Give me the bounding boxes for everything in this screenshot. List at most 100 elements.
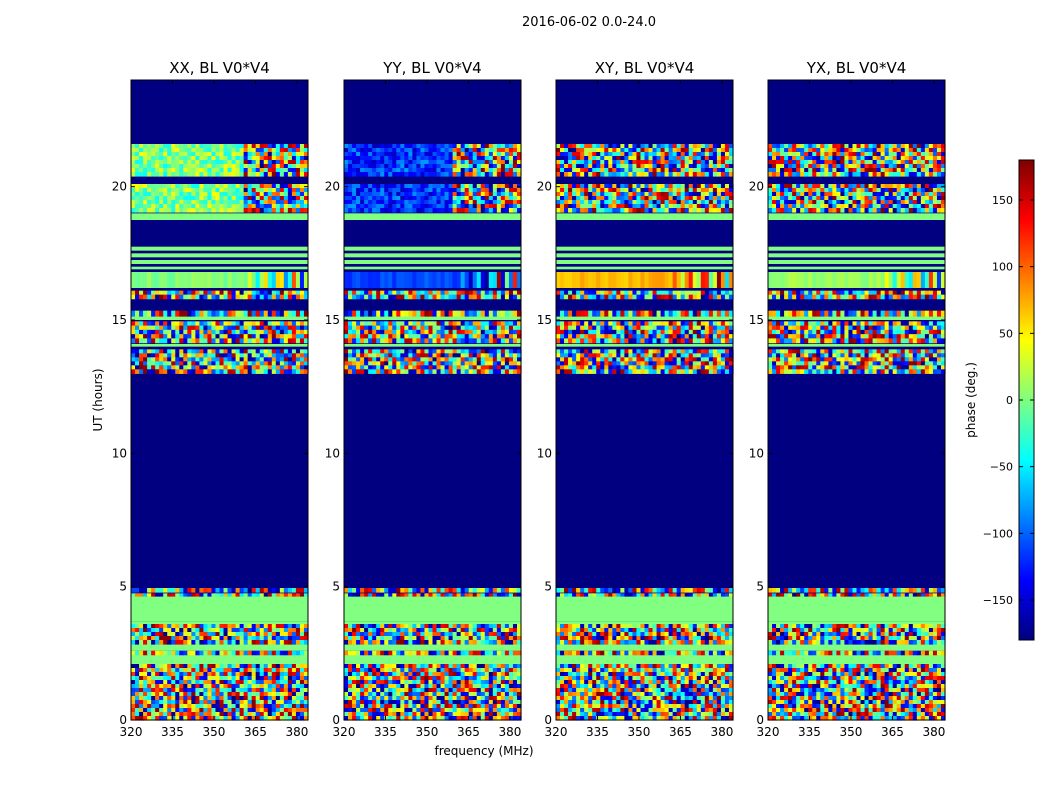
phase-cell [428, 196, 434, 201]
phase-cell [344, 196, 349, 201]
phase-cell [436, 361, 442, 366]
phase-cell [219, 334, 225, 339]
phase-band [131, 290, 309, 300]
phase-cell [155, 704, 160, 709]
phase-cell [368, 160, 373, 165]
phase-cell [488, 172, 494, 177]
phase-cell [456, 164, 462, 169]
phase-cell [243, 156, 249, 161]
phase-band [131, 266, 308, 270]
phase-cell [400, 325, 405, 331]
phase-cell [496, 200, 502, 205]
phase-cell [440, 628, 446, 633]
phase-cell [279, 593, 285, 597]
phase-cell [388, 632, 393, 637]
phase-cell [344, 628, 349, 633]
phase-cell [448, 716, 454, 721]
phase-cell [360, 164, 365, 169]
phase-cell [488, 310, 494, 317]
phase-cell [267, 272, 273, 288]
phase-cell [191, 668, 196, 673]
phase-cell [480, 650, 486, 656]
phase-cell [496, 272, 502, 288]
phase-cell [299, 676, 305, 681]
phase-cell [179, 716, 184, 721]
phase-cell [376, 168, 381, 173]
phase-cell [512, 588, 518, 593]
phase-cell [231, 632, 237, 637]
phase-cell [504, 688, 510, 693]
phase-cell [283, 588, 289, 593]
phase-cell [291, 152, 297, 157]
phase-cell [223, 188, 229, 193]
phase-cell [287, 192, 293, 197]
phase-cell [175, 204, 180, 209]
phase-cell [452, 321, 458, 327]
phase-cell [388, 636, 393, 641]
phase-cell [496, 168, 502, 173]
phase-cell [452, 365, 458, 370]
phase-cell [303, 188, 309, 193]
phase-cell [143, 349, 148, 354]
phase-cell [348, 640, 353, 645]
phase-cell [432, 664, 438, 669]
phase-cell [147, 708, 152, 713]
phase-cell [484, 144, 490, 149]
phase-cell [219, 365, 225, 370]
phase-cell [199, 704, 205, 709]
phase-cell [440, 325, 446, 331]
phase-cell [183, 588, 188, 593]
phase-cell [275, 365, 281, 370]
phase-cell [227, 325, 233, 331]
phase-cell [624, 676, 630, 681]
phase-band [344, 644, 521, 651]
phase-cell [255, 208, 261, 213]
phase-cell [135, 338, 140, 344]
phase-cell [223, 365, 229, 370]
phase-cell [376, 700, 381, 705]
phase-cell [364, 329, 369, 335]
phase-cell [247, 680, 253, 685]
phase-cell [448, 361, 454, 366]
phase-cell [432, 708, 438, 713]
phase-cell [392, 294, 397, 300]
phase-cell [227, 696, 233, 701]
phase-cell [251, 636, 257, 641]
phase-cell [203, 200, 209, 205]
phase-cell [476, 700, 482, 705]
phase-cell [275, 708, 281, 713]
phase-cell [231, 294, 237, 300]
phase-cell [203, 668, 209, 673]
phase-cell [460, 680, 466, 685]
phase-cell [492, 204, 498, 209]
phase-cell [159, 692, 164, 697]
phase-cell [215, 672, 221, 677]
phase-cell [291, 168, 297, 173]
phase-cell [496, 676, 502, 681]
phase-cell [163, 704, 168, 709]
phase-cell [187, 672, 192, 677]
phase-cell [171, 353, 176, 358]
phase-cell [235, 290, 241, 296]
phase-cell [348, 712, 353, 717]
phase-cell [356, 334, 361, 339]
phase-cell [263, 353, 269, 358]
phase-cell [151, 593, 156, 597]
phase-cell [632, 680, 638, 685]
phase-cell [167, 650, 172, 656]
phase-cell [504, 696, 510, 701]
phase-cell [344, 636, 349, 641]
phase-cell [380, 164, 385, 169]
phase-cell [488, 184, 494, 189]
phase-cell [480, 148, 486, 153]
phase-cell [368, 668, 373, 673]
phase-cell [159, 334, 164, 339]
phase-cell [151, 144, 156, 149]
phase-cell [291, 361, 297, 366]
phase-cell [688, 680, 694, 685]
phase-cell [400, 369, 405, 374]
phase-cell [271, 164, 277, 169]
phase-cell [480, 696, 486, 701]
phase-cell [271, 148, 277, 153]
phase-cell [195, 636, 200, 641]
